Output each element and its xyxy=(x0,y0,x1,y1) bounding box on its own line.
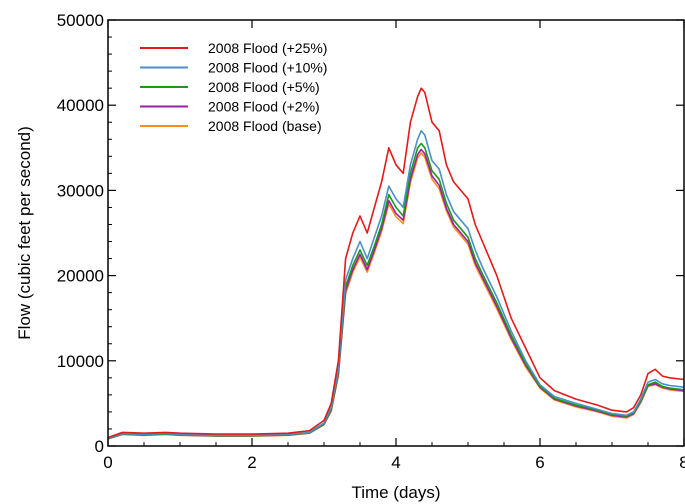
x-tick-label: 2 xyxy=(247,453,256,472)
x-tick-label: 6 xyxy=(535,453,544,472)
legend: 2008 Flood (+25%) 2008 Flood (+10%) 2008 F… xyxy=(140,40,327,134)
axis-layer: 0 2 4 6 8 0 10000 20000 30000 40000 50000 xyxy=(57,11,685,472)
series-line-4 xyxy=(107,152,685,440)
plot-frame xyxy=(107,19,685,447)
y-tick-label: 20000 xyxy=(57,267,104,286)
series-layer xyxy=(107,87,685,440)
legend-label-0: 2008 Flood (+25%) xyxy=(208,40,327,56)
x-tick-label: 8 xyxy=(679,453,685,472)
x-axis-label: Time (days) xyxy=(351,483,440,502)
series-line-2 xyxy=(107,142,685,440)
legend-label-4: 2008 Flood (base) xyxy=(208,118,322,134)
legend-label-2: 2008 Flood (+5%) xyxy=(208,79,320,95)
y-tick-label: 40000 xyxy=(57,96,104,115)
y-tick-label: 30000 xyxy=(57,181,104,200)
y-axis-label: Flow (cubic feet per second) xyxy=(15,126,34,340)
x-tick-label: 0 xyxy=(103,453,112,472)
y-tick-label: 10000 xyxy=(57,352,104,371)
legend-label-1: 2008 Flood (+10%) xyxy=(208,60,327,76)
series-line-3 xyxy=(107,148,685,440)
y-tick-label: 0 xyxy=(95,437,104,456)
series-line-1 xyxy=(107,130,685,440)
legend-label-3: 2008 Flood (+2%) xyxy=(208,99,320,115)
y-tick-label: 50000 xyxy=(57,11,104,30)
series-line-0 xyxy=(107,87,685,439)
x-tick-label: 4 xyxy=(391,453,400,472)
